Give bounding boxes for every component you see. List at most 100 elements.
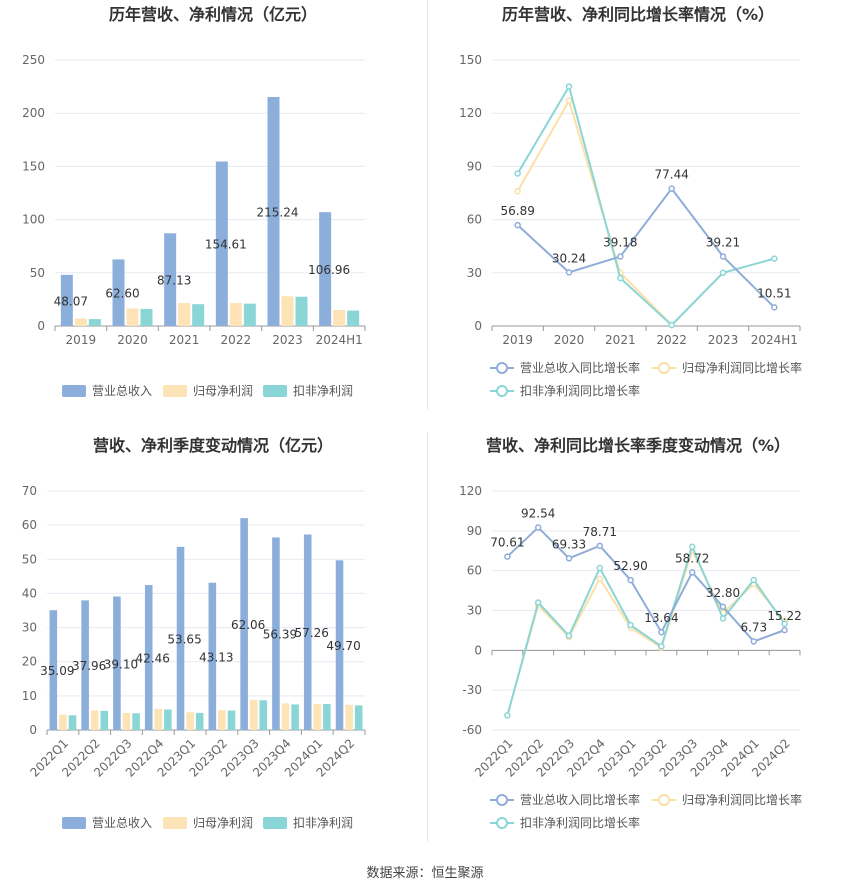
- y-tick-label: 120: [459, 106, 482, 120]
- bar-value-label: 49.70: [326, 639, 360, 653]
- line-value-label: 39.21: [706, 235, 740, 249]
- y-tick-label: 60: [467, 564, 482, 578]
- legend-label: 扣非净利润: [293, 816, 353, 830]
- line-value-label: 58.72: [675, 551, 709, 565]
- bar-net-profit: [218, 710, 226, 730]
- legend-label: 扣非净利润同比增长率: [520, 383, 640, 398]
- legend-label: 营业总收入: [92, 384, 152, 398]
- bar-net-profit: [281, 703, 290, 730]
- legend-swatch-marker: [658, 794, 670, 806]
- bar-deducted-profit: [140, 308, 153, 326]
- bar-deducted-profit: [243, 303, 256, 326]
- y-tick-label: 0: [37, 319, 45, 333]
- legend-label: 营业总收入: [92, 816, 152, 830]
- series-point-revenue-growth: [781, 626, 788, 634]
- series-point-deducted-growth: [781, 620, 788, 628]
- legend-label: 扣非净利润: [293, 384, 353, 398]
- bar-value-label: 87.13: [157, 274, 191, 288]
- bar-revenue: [144, 585, 153, 730]
- bar-value-label: 57.26: [295, 626, 329, 640]
- series-point-revenue-growth: [668, 185, 675, 192]
- bar-value-label: 154.61: [205, 238, 247, 252]
- legend-swatch: [62, 817, 86, 829]
- bar-net-profit: [154, 708, 163, 730]
- y-tick-label: 30: [22, 621, 37, 635]
- line-value-label: 92.54: [521, 506, 555, 520]
- bar-deducted-profit: [164, 709, 172, 730]
- bar-deducted-profit: [192, 304, 205, 326]
- bar-net-profit: [178, 303, 191, 326]
- bar-deducted-profit: [227, 710, 236, 730]
- legend-label: 归母净利润同比增长率: [682, 792, 802, 807]
- bar-net-profit: [186, 712, 194, 730]
- bar-revenue: [113, 596, 121, 730]
- bar-net-profit: [74, 318, 87, 326]
- series-point-revenue-growth: [688, 569, 696, 576]
- y-tick-label: 0: [474, 643, 482, 657]
- bar-value-label: 37.96: [72, 659, 106, 673]
- x-tick-label: 2020: [554, 333, 585, 347]
- bar-net-profit: [122, 712, 131, 730]
- bar-value-label: 62.60: [105, 287, 139, 301]
- series-point-deducted-growth: [658, 643, 665, 650]
- bar-revenue: [215, 161, 228, 326]
- line-value-label: 13.64: [644, 611, 678, 625]
- series-line-net-profit-growth: [516, 98, 724, 327]
- series-line-deducted-growth: [516, 84, 775, 327]
- bar-deducted-profit: [68, 715, 77, 730]
- series-point-revenue-growth: [750, 638, 758, 645]
- x-tick-label: 2021: [169, 333, 200, 347]
- bar-value-label: 48.07: [54, 294, 88, 308]
- bar-revenue: [49, 610, 58, 730]
- y-tick-label: 30: [467, 604, 482, 618]
- series-point-revenue-growth: [565, 269, 573, 276]
- y-tick-label: 20: [22, 655, 37, 669]
- bar-deducted-profit: [195, 712, 204, 730]
- x-tick-label: 2019: [66, 333, 97, 347]
- bar-revenue: [319, 212, 332, 326]
- bar-value-label: 42.46: [136, 652, 170, 666]
- y-tick-label: 30: [467, 266, 482, 280]
- bar-revenue: [267, 96, 280, 326]
- y-tick-label: -60: [462, 723, 482, 737]
- x-tick-label: 2021: [605, 333, 636, 347]
- bar-value-label: 62.06: [231, 618, 265, 632]
- line-value-label: 39.18: [603, 236, 637, 250]
- y-tick-label: 150: [22, 159, 45, 173]
- series-point-deducted-growth: [596, 564, 604, 572]
- series-point-deducted-growth: [534, 599, 542, 606]
- legend-swatch-marker: [496, 385, 508, 397]
- x-tick-label: 2019: [502, 333, 533, 347]
- legend-swatch-marker: [496, 817, 508, 829]
- legend-swatch-marker: [658, 362, 670, 374]
- series-point-net-profit-growth: [596, 575, 604, 582]
- line-value-label: 69.33: [552, 537, 586, 551]
- bar-revenue: [240, 518, 248, 730]
- vertical-divider-bottom: [427, 432, 428, 842]
- line-value-label: 6.73: [740, 620, 767, 634]
- y-tick-label: 50: [30, 266, 45, 280]
- y-tick-label: 250: [22, 53, 45, 67]
- series-point-revenue-growth: [658, 628, 665, 636]
- y-tick-label: 90: [467, 524, 482, 538]
- x-tick-label: 2022: [656, 333, 687, 347]
- line-value-label: 56.89: [500, 204, 534, 218]
- bar-revenue: [335, 560, 344, 730]
- bar-deducted-profit: [88, 319, 101, 326]
- series-point-revenue-growth: [719, 603, 727, 611]
- y-tick-label: 0: [29, 723, 37, 737]
- line-value-label: 52.90: [613, 559, 647, 573]
- chart-title: 营收、净利季度变动情况（亿元）: [93, 436, 333, 455]
- bar-value-label: 56.39: [263, 628, 297, 642]
- series-point-net-profit-growth: [565, 97, 573, 105]
- legend-swatch: [163, 385, 187, 397]
- series-point-deducted-growth: [627, 621, 634, 629]
- bar-net-profit: [249, 699, 258, 730]
- y-tick-label: 0: [474, 319, 482, 333]
- legend-label: 扣非净利润同比增长率: [520, 815, 640, 830]
- x-tick-label: 2024H1: [751, 333, 798, 347]
- bar-revenue: [303, 534, 312, 730]
- legend-label: 归母净利润: [193, 384, 253, 398]
- bar-net-profit: [126, 308, 139, 326]
- bar-revenue: [208, 582, 217, 730]
